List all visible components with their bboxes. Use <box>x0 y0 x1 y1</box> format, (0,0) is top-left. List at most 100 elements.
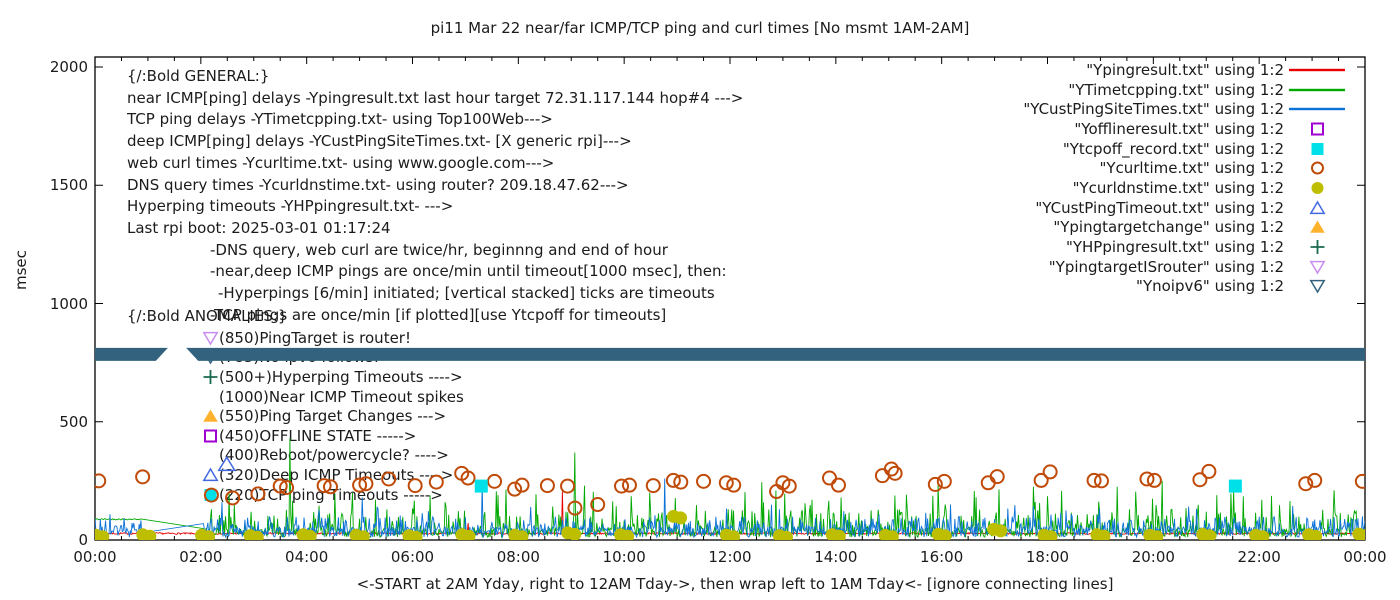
legend-label: "YCustPingSiteTimes.txt" using 1:2 <box>1023 100 1284 119</box>
line-sample-icon <box>1288 101 1346 117</box>
legend-label: "Yofflineresult.txt" using 1:2 <box>1074 119 1284 138</box>
anomaly-annotation-row: (500+)Hyperping Timeouts ----> <box>202 367 464 387</box>
anomaly-annotation-row: (550)Ping Target Changes ---> <box>202 406 464 426</box>
x-tick-label: 04:00 <box>285 548 329 566</box>
triangle-up-open-icon <box>1288 200 1346 216</box>
x-tick-label: 22:00 <box>1237 548 1281 566</box>
bullet-spacer <box>202 389 219 405</box>
y-tick-label: 1000 <box>49 294 88 313</box>
triangle-up-fill-icon <box>1288 219 1346 235</box>
anomaly-annotation-text: (500+)Hyperping Timeouts ----> <box>219 367 463 386</box>
triangle-down-open-icon <box>1288 259 1346 275</box>
general-annotation-line: Last rpi boot: 2025-03-01 01:17:24 <box>127 218 391 237</box>
legend-item: "Yofflineresult.txt" using 1:2 <box>1023 119 1346 139</box>
anomaly-annotation-text: (220)TCP ping Timeouts -----> <box>219 485 443 504</box>
triangle-down-open-icon <box>1288 278 1346 294</box>
anomaly-annotation-text: (450)OFFLINE STATE -----> <box>219 426 417 445</box>
general-annotation-line: Hyperping timeouts -YHPpingresult.txt- -… <box>127 197 454 216</box>
x-tick-label: 00:00 <box>1343 548 1387 566</box>
anomalies-annotation-title: {/:Bold ANOMALIES:} <box>127 307 288 325</box>
legend-item: "Ytcpoff_record.txt" using 1:2 <box>1023 139 1346 159</box>
square-fill-icon <box>1288 141 1346 157</box>
x-tick-label: 08:00 <box>496 548 540 566</box>
anomaly-annotation-row: (850)PingTarget is router! <box>202 328 464 348</box>
x-tick-label: 20:00 <box>1131 548 1175 566</box>
general-annotation-line: near ICMP[ping] delays -Ypingresult.txt … <box>127 88 744 107</box>
x-tick-label: 02:00 <box>179 548 223 566</box>
anomaly-annotation-row: (1000)Near ICMP Timeout spikes <box>202 387 464 407</box>
general-annotation-line: web curl times -Ycurltime.txt- using www… <box>127 153 555 172</box>
legend-item: "YCustPingSiteTimes.txt" using 1:2 <box>1023 99 1346 119</box>
anomaly-annotation-text: (550)Ping Target Changes ---> <box>219 407 447 426</box>
x-tick-label: 12:00 <box>708 548 752 566</box>
square-open-icon <box>1288 121 1346 137</box>
square-fill-bullet-icon <box>202 487 219 503</box>
legend-item: "Ycurldnstime.txt" using 1:2 <box>1023 178 1346 198</box>
legend-item: "YHPpingresult.txt" using 1:2 <box>1023 237 1346 257</box>
general-annotation-block: {/:Bold GENERAL:} near ICMP[ping] delays … <box>127 66 743 326</box>
x-tick-label: 16:00 <box>920 548 964 566</box>
x-tick-label: 14:00 <box>814 548 858 566</box>
general-annotation-line: -DNS query, web curl are twice/hr, begin… <box>210 240 668 259</box>
legend-item: "YCustPingTimeout.txt" using 1:2 <box>1023 198 1346 218</box>
legend-label: "YpingtargetISrouter" using 1:2 <box>1048 257 1284 276</box>
general-annotation-line: deep ICMP[ping] delays -YCustPingSiteTim… <box>127 132 632 151</box>
anomaly-annotation-text: (850)PingTarget is router! <box>219 328 411 347</box>
legend-item: "YTimetcpping.txt" using 1:2 <box>1023 80 1346 100</box>
legend-label: "Ycurldnstime.txt" using 1:2 <box>1072 178 1284 197</box>
legend-label: "Ycurltime.txt" using 1:2 <box>1099 159 1284 178</box>
x-tick-label: 18:00 <box>1025 548 1070 566</box>
line-sample-icon <box>1288 82 1346 98</box>
general-annotation-line: -near,deep ICMP pings are once/min until… <box>210 262 727 281</box>
triangle-up-fill-bullet-icon <box>202 408 219 424</box>
anomaly-annotation-row: (785)No ipv6 follows! <box>202 348 464 368</box>
legend-label: "Ytcpoff_record.txt" using 1:2 <box>1062 139 1284 158</box>
triangle-down-open-bullet-icon <box>202 349 219 365</box>
circle-fill-icon <box>1288 180 1346 196</box>
legend-item: "Ynoipv6" using 1:2 <box>1023 277 1346 297</box>
y-tick-label: 1500 <box>49 176 88 195</box>
line-sample-icon <box>1288 62 1346 78</box>
y-tick-label: 500 <box>59 412 88 431</box>
x-tick-label: 10:00 <box>602 548 646 566</box>
legend-label: "Ynoipv6" using 1:2 <box>1136 277 1284 296</box>
plus-bullet-icon <box>202 369 219 385</box>
anomaly-annotation-row: (400)Reboot/powercycle? ----> <box>202 446 464 466</box>
general-annotation-line: {/:Bold GENERAL:} <box>127 67 270 85</box>
square-open-bullet-icon <box>202 428 219 444</box>
anomaly-annotation-row: (450)OFFLINE STATE -----> <box>202 426 464 446</box>
chart-title: pi11 Mar 22 near/far ICMP/TCP ping and c… <box>430 19 970 37</box>
anomaly-annotation-row: (220)TCP ping Timeouts -----> <box>202 485 464 505</box>
legend-item: "Ypingtargetchange" using 1:2 <box>1023 218 1346 238</box>
anomaly-annotation-text: (320)Deep ICMP Timeouts ----> <box>219 465 454 484</box>
bullet-spacer <box>202 447 219 463</box>
legend-label: "Ypingresult.txt" using 1:2 <box>1086 60 1284 79</box>
x-tick-label: 06:00 <box>390 548 435 566</box>
general-annotation-line: -Hyperpings [6/min] initiated; [vertical… <box>218 284 715 303</box>
triangle-down-open-bullet-icon <box>202 330 219 346</box>
anomaly-annotation-text: (1000)Near ICMP Timeout spikes <box>219 387 464 406</box>
legend: "Ypingresult.txt" using 1:2 "YTimetcpping… <box>1023 60 1346 296</box>
legend-item: "Ypingresult.txt" using 1:2 <box>1023 60 1346 80</box>
legend-label: "YTimetcpping.txt" using 1:2 <box>1068 80 1284 99</box>
legend-label: "Ypingtargetchange" using 1:2 <box>1053 218 1284 237</box>
legend-label: "YHPpingresult.txt" using 1:2 <box>1065 238 1284 257</box>
y-tick-label: 0 <box>78 531 88 549</box>
general-annotation-line: -TCP pings are once/min [if plotted][use… <box>210 305 667 324</box>
x-axis-caption: <-START at 2AM Yday, right to 12AM Tday-… <box>356 575 1114 593</box>
anomalies-annotation-rows: (850)PingTarget is router! (785)No ipv6 f… <box>202 328 464 504</box>
triangle-up-open-bullet-icon <box>202 467 219 483</box>
general-annotation-line: TCP ping delays -YTimetcpping.txt- using… <box>127 110 553 129</box>
general-annotation-line: DNS query times -Ycurldnstime.txt- using… <box>127 175 629 194</box>
y-axis-label: msec <box>12 250 30 290</box>
y-tick-label: 2000 <box>49 58 88 77</box>
circle-open-icon <box>1288 160 1346 176</box>
legend-label: "YCustPingTimeout.txt" using 1:2 <box>1035 198 1284 217</box>
legend-item: "Ycurltime.txt" using 1:2 <box>1023 158 1346 178</box>
anomaly-annotation-text: (785)No ipv6 follows! <box>219 348 380 367</box>
anomaly-annotation-text: (400)Reboot/powercycle? ----> <box>219 446 449 465</box>
legend-item: "YpingtargetISrouter" using 1:2 <box>1023 257 1346 277</box>
x-tick-label: 00:00 <box>73 548 117 566</box>
plus-icon <box>1288 239 1346 255</box>
